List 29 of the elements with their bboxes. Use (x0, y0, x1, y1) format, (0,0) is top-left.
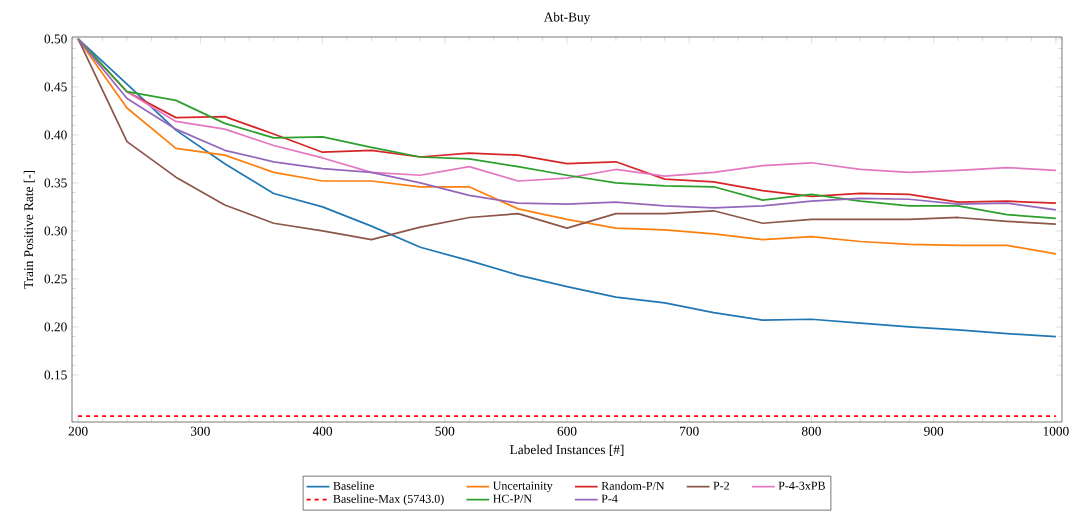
legend-label: Uncertainity (492, 481, 553, 493)
y-tick-label: 0.45 (44, 82, 67, 92)
legend-label: P-2 (713, 481, 730, 490)
x-tick-label: 500 (435, 426, 455, 436)
legend-label: Random-P/N (601, 481, 665, 490)
legend-label: Baseline-Max (5743.0) (333, 494, 444, 506)
y-tick-label: 0.30 (44, 226, 67, 236)
y-tick-label: 0.15 (44, 370, 67, 380)
legend-label: Baseline (333, 481, 374, 490)
x-axis-title: Labeled Instances [#] (510, 444, 624, 456)
x-tick-label: 400 (312, 426, 333, 436)
x-tick-label: 600 (557, 426, 577, 436)
x-tick-label: 1000 (1043, 426, 1069, 436)
y-axis-title: Train Positive Rate [-] (23, 170, 35, 289)
x-tick-label: 900 (924, 426, 944, 436)
y-tick-label: 0.35 (44, 178, 67, 188)
x-tick-label: 300 (190, 426, 210, 436)
legend-label: P-4-3xPB (778, 481, 825, 490)
line-series (77, 38, 1057, 338)
legend-label: HC-P/N (493, 494, 532, 503)
y-tick-label: 0.20 (44, 322, 67, 332)
chart-title: Abt-Buy (543, 12, 591, 25)
y-tick-label: 0.50 (44, 34, 67, 44)
y-tick-label: 0.25 (44, 274, 67, 284)
x-tick-label: 800 (801, 426, 821, 436)
y-tick-label: 0.40 (44, 130, 67, 140)
x-tick-label: 700 (680, 426, 699, 436)
legend-label: P-4 (601, 494, 618, 503)
x-tick-label: 200 (68, 426, 88, 436)
